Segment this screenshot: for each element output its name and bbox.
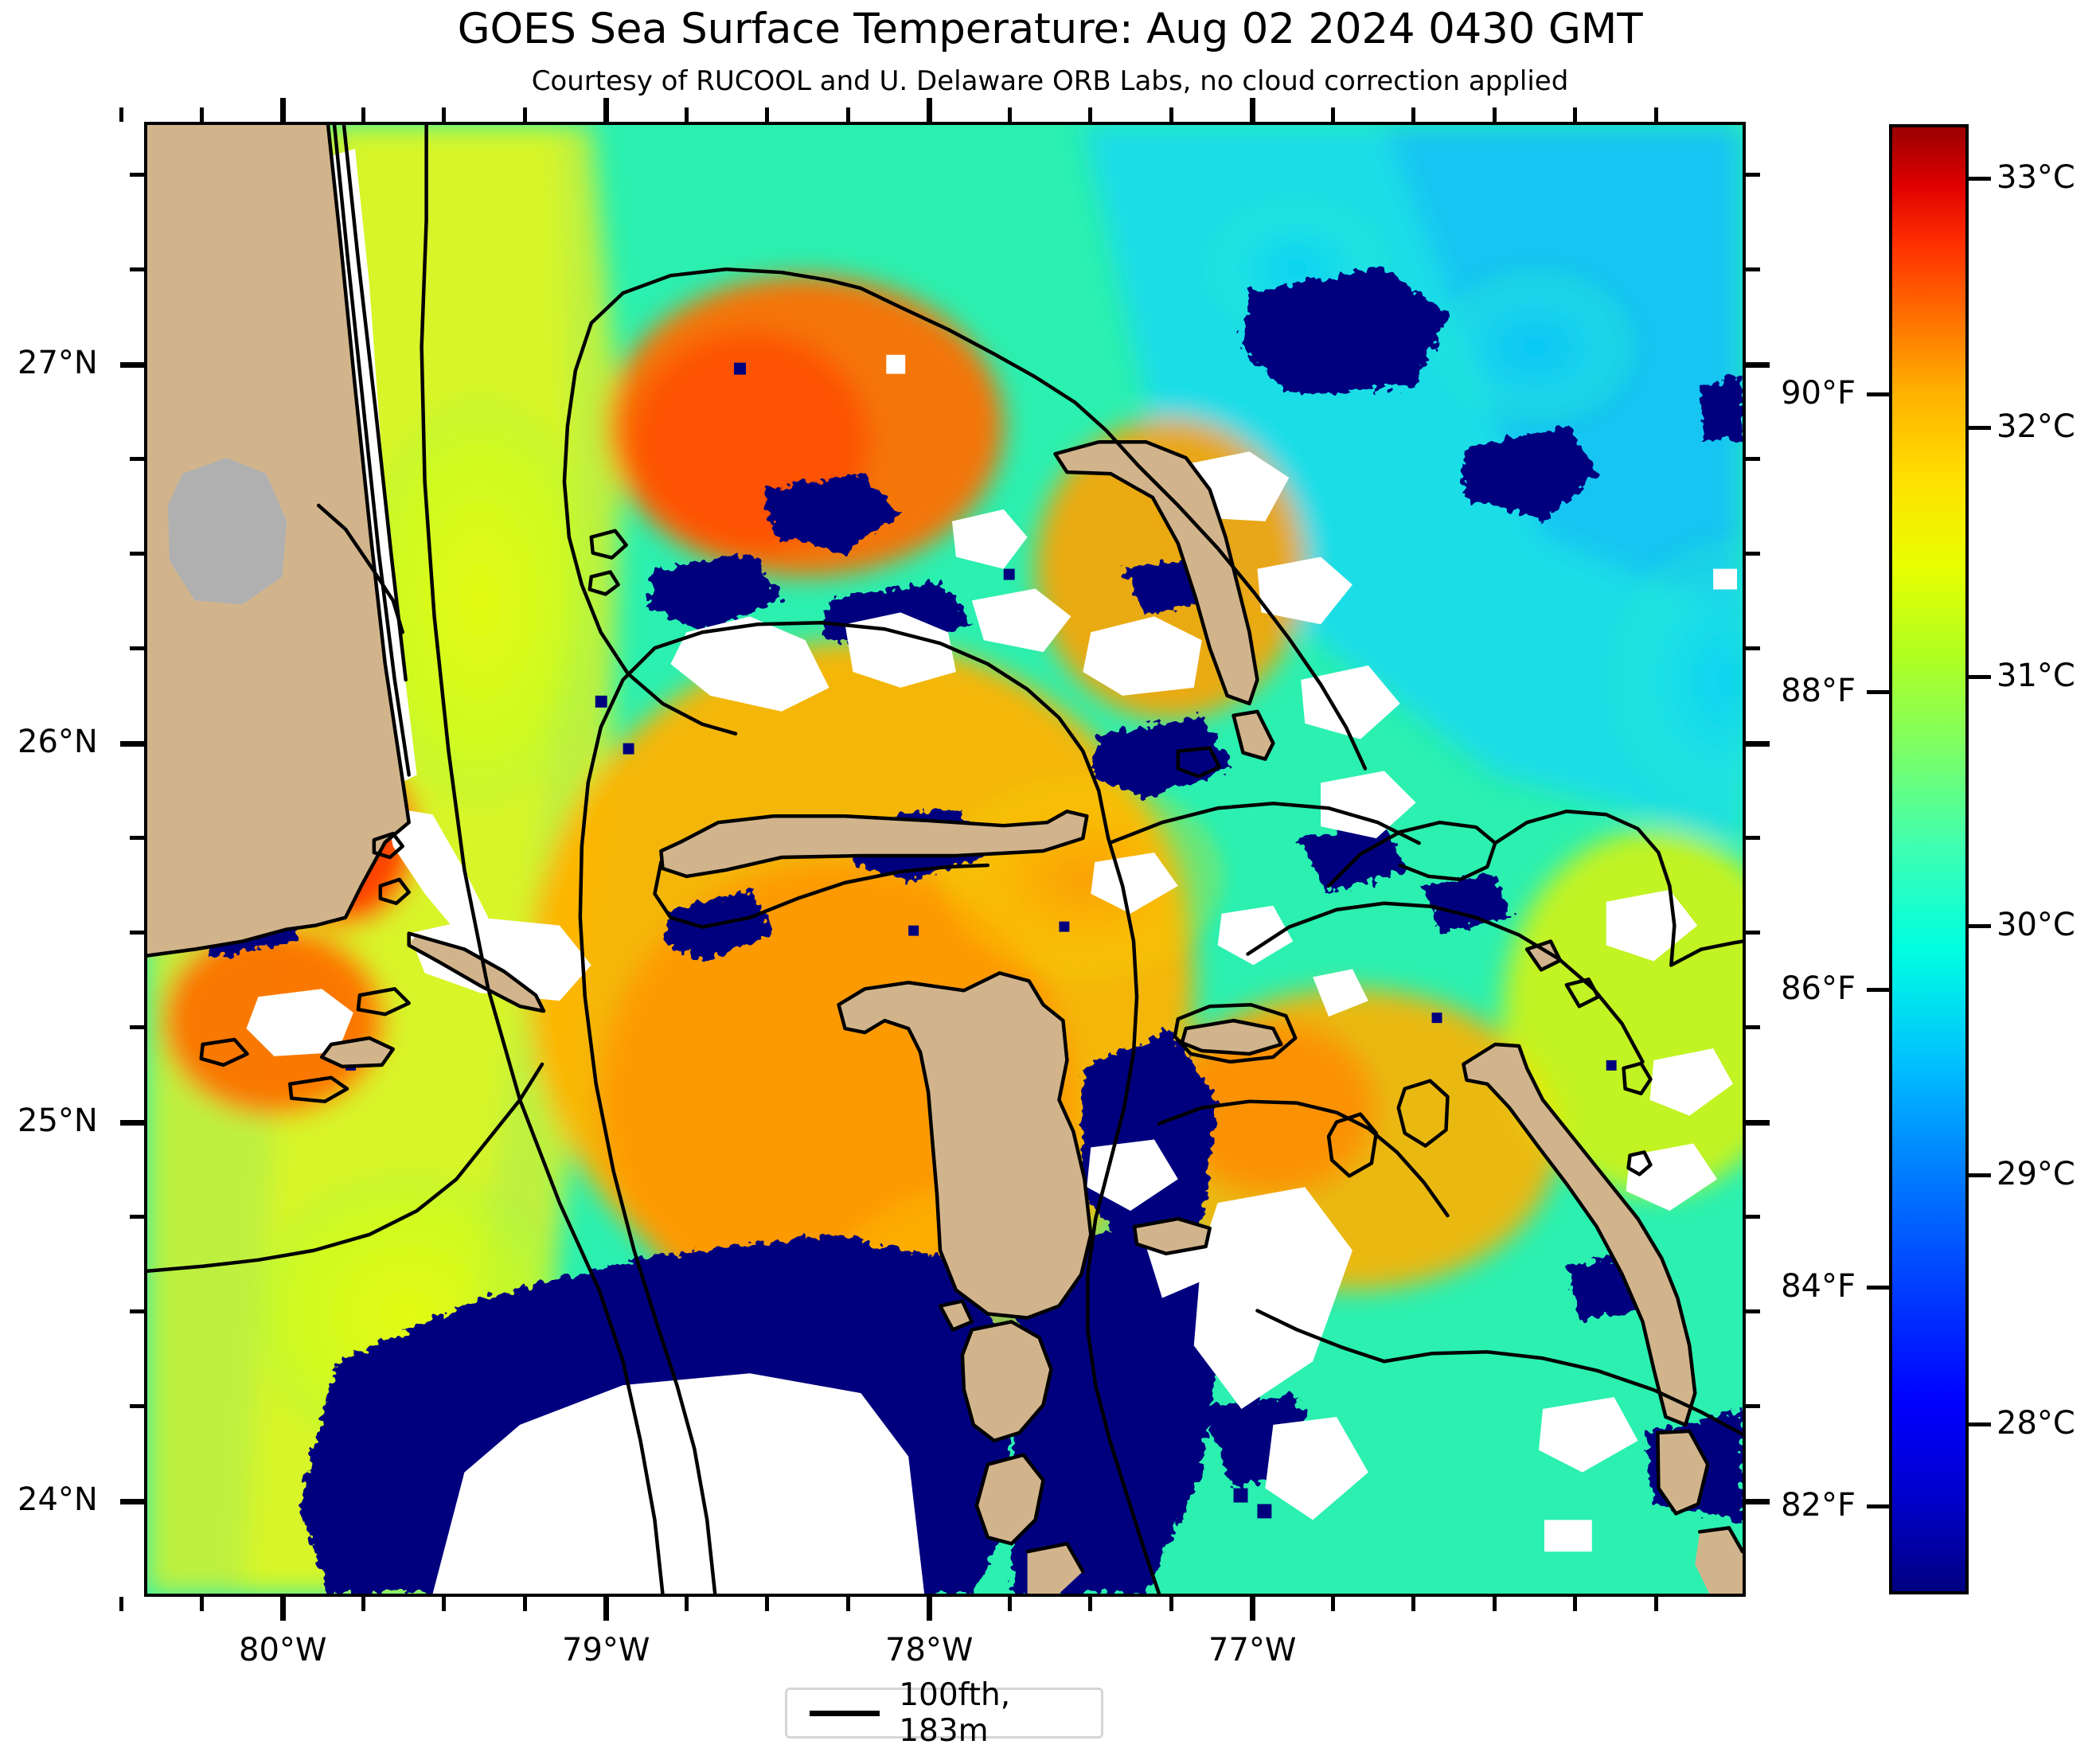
map-plot-area[interactable] [144, 122, 1746, 1597]
page-title: GOES Sea Surface Temperature: Aug 02 202… [457, 5, 1643, 53]
coastline-and-bathymetry-contours [147, 125, 1743, 1594]
cbar-label-86f: 86°F [1781, 970, 1856, 1007]
cbar-label-30c: 30°C [1997, 907, 2075, 943]
cbar-label-28c: 28°C [1997, 1405, 2075, 1442]
ylabel-24N: 24°N [18, 1481, 98, 1518]
cbar-label-32c: 32°C [1997, 408, 2075, 445]
lake-okeechobee [167, 458, 287, 605]
xlabel-77W: 77°W [1208, 1632, 1297, 1668]
cbar-label-90f: 90°F [1781, 375, 1856, 412]
ylabel-26N: 26°N [18, 724, 98, 760]
ylabel-27N: 27°N [18, 345, 98, 381]
sst-map-canvas [147, 125, 1743, 1594]
cbar-label-82f: 82°F [1781, 1487, 1856, 1524]
contour-legend-label: 100fth, 183m [899, 1677, 1011, 1749]
xlabel-79W: 79°W [562, 1632, 650, 1668]
xlabel-80W: 80°W [239, 1632, 327, 1668]
cbar-label-33c: 33°C [1997, 159, 2075, 196]
cloud-mask-regions [246, 148, 1738, 1594]
ylabel-25N: 25°N [18, 1102, 98, 1139]
cbar-label-31c: 31°C [1997, 658, 2075, 694]
xlabel-78W: 78°W [885, 1632, 974, 1668]
cbar-label-88f: 88°F [1781, 673, 1856, 709]
contour-legend[interactable]: 100fth, 183m [785, 1677, 1103, 1749]
cbar-label-29c: 29°C [1997, 1156, 2075, 1192]
contour-legend-line-icon [810, 1710, 880, 1716]
colorbar[interactable] [1889, 124, 1969, 1594]
cbar-label-84f: 84°F [1781, 1268, 1856, 1305]
page-subtitle: Courtesy of RUCOOL and U. Delaware ORB L… [531, 65, 1569, 97]
land-polygons [147, 125, 1743, 1594]
